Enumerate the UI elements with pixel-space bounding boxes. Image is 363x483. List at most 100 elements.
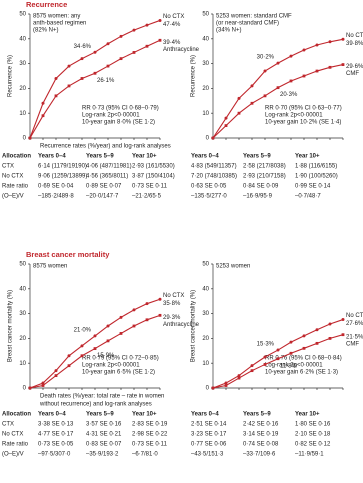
point [315, 43, 319, 47]
point [93, 334, 97, 338]
y-tick-label: 20 [202, 336, 209, 342]
table-cell: 0·73 SE 0·05 [38, 442, 74, 448]
table-cell: –35·9/193·2 [86, 452, 119, 458]
table-cell: –43·5/151·3 [191, 452, 224, 458]
point [106, 339, 110, 343]
point [289, 79, 293, 83]
table-cell: CTX [2, 164, 14, 170]
table-header: Years 5–9 [243, 154, 271, 160]
value-label: 39·4% [163, 40, 181, 46]
point [41, 114, 45, 118]
table-cell: 4·31 SE 0·21 [86, 432, 122, 438]
point [80, 354, 84, 358]
table-cell: 3·38 SE 0·13 [38, 422, 74, 428]
value-label: 20·3% [280, 92, 298, 98]
point [80, 57, 84, 61]
point [54, 369, 58, 373]
point [106, 64, 110, 68]
table-header: Allocation [2, 412, 31, 418]
point [224, 116, 228, 120]
point [289, 351, 293, 355]
table-cell: 0·89 SE 0·07 [86, 184, 122, 190]
y-tick-label: 20 [19, 336, 26, 342]
stat-line: Log-rank 2p<0·00001 [82, 363, 140, 369]
point [315, 69, 319, 73]
table-cell: 2·42 SE 0·16 [243, 422, 279, 428]
point [237, 376, 241, 380]
series-name: No CTX [346, 313, 363, 319]
point [145, 318, 149, 322]
stat-line: RR 0·73 (95% CI 0·68–0·79) [82, 106, 159, 112]
y-tick-label: 10 [19, 111, 26, 117]
series-name: CMF [346, 71, 359, 77]
y-axis-label: Recurrence (%) [191, 55, 197, 97]
point [158, 297, 162, 301]
y-tick-label: 20 [19, 86, 26, 92]
point [132, 324, 136, 328]
table-cell: 2·58 (217/8038) [243, 164, 286, 170]
y-tick-label: 50 [202, 262, 209, 268]
point [41, 381, 45, 385]
table-title: Death rates (%/year: total rate – rate i… [40, 394, 164, 400]
table-cell: 0·82 SE 0·12 [295, 442, 331, 448]
y-tick-label: 50 [19, 262, 26, 268]
point [119, 315, 123, 319]
point [263, 94, 267, 98]
table-cell: 1·80 SE 0·16 [295, 422, 331, 428]
table-cell: –97·5/307·0 [38, 452, 71, 458]
subtitle: 5253 women [216, 264, 250, 270]
table-header: Year 10+ [295, 154, 320, 160]
y-tick-label: 20 [202, 86, 209, 92]
point [224, 381, 228, 385]
point [119, 57, 123, 61]
subtitle: 5253 women: standard CMF [216, 14, 292, 20]
point [276, 61, 280, 65]
panel-title: Breast cancer mortality [26, 250, 110, 259]
point [224, 384, 228, 387]
point [158, 38, 162, 42]
table-cell: 0·73 SE 0·11 [132, 184, 168, 190]
stat-line: RR 0·79 (95% CI 0·72–0·85) [82, 356, 159, 362]
y-tick-label: 0 [23, 386, 27, 392]
point [93, 50, 97, 54]
table-cell: 0·69 SE 0·04 [38, 184, 74, 190]
table-cell: 2·10 SE 0·18 [295, 432, 331, 438]
table-header: Years 0–4 [38, 154, 66, 160]
point [119, 34, 123, 38]
point [250, 101, 254, 105]
point [341, 318, 345, 322]
table-cell: 2·51 SE 0·14 [191, 422, 227, 428]
point [145, 44, 149, 48]
table-header: Years 0–4 [191, 154, 219, 160]
table-cell: CTX [2, 422, 14, 428]
point [54, 94, 58, 98]
y-tick-label: 10 [202, 361, 209, 367]
point [250, 84, 254, 88]
point [341, 333, 345, 337]
y-tick-label: 40 [19, 36, 26, 42]
y-axis-label: Breast cancer mortality (%) [8, 290, 14, 362]
table-cell: 0·83 SE 0·07 [86, 442, 122, 448]
stat-line: Log-rank 2p<0·00001 [265, 113, 323, 119]
point [41, 101, 45, 105]
y-tick-label: 40 [202, 286, 209, 292]
table-cell: 3·14 SE 0·19 [243, 432, 279, 438]
table-cell: 0·77 SE 0·06 [191, 442, 227, 448]
point [67, 64, 71, 68]
point [302, 334, 306, 338]
point [67, 364, 71, 368]
point [211, 386, 215, 390]
table-cell: –0·7/48·7 [295, 194, 321, 200]
table-cell: 1·90 (100/5260) [295, 174, 338, 180]
point [28, 386, 32, 390]
stat-line: RR 0·70 (95% CI 0·63–0·77) [265, 106, 342, 112]
table-cell: –135·5/277·0 [191, 194, 227, 200]
series-name: No CTX [163, 293, 184, 299]
table-cell: 4·77 SE 0·17 [38, 432, 74, 438]
series-name: Anthracycline [163, 47, 200, 53]
point [93, 71, 97, 75]
table-cell: 3·23 SE 0·17 [191, 432, 227, 438]
table-header: Years 0–4 [191, 412, 219, 418]
value-label: 21·0% [74, 327, 92, 333]
point [302, 74, 306, 78]
